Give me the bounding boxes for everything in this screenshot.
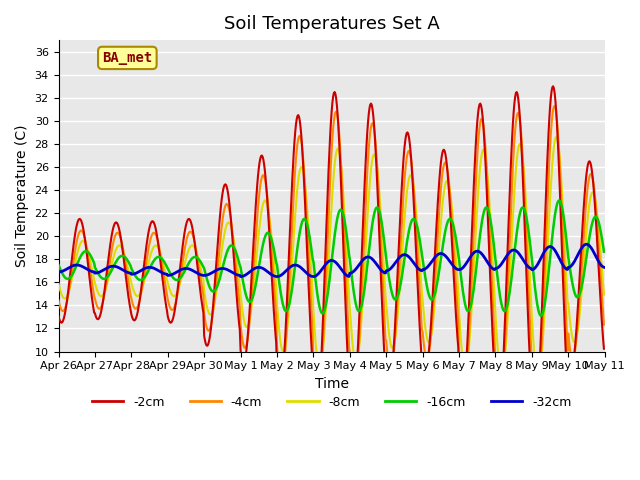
Legend: -2cm, -4cm, -8cm, -16cm, -32cm: -2cm, -4cm, -8cm, -16cm, -32cm (87, 391, 577, 414)
Text: BA_met: BA_met (102, 51, 152, 65)
Title: Soil Temperatures Set A: Soil Temperatures Set A (224, 15, 440, 33)
X-axis label: Time: Time (315, 377, 349, 391)
Y-axis label: Soil Temperature (C): Soil Temperature (C) (15, 125, 29, 267)
